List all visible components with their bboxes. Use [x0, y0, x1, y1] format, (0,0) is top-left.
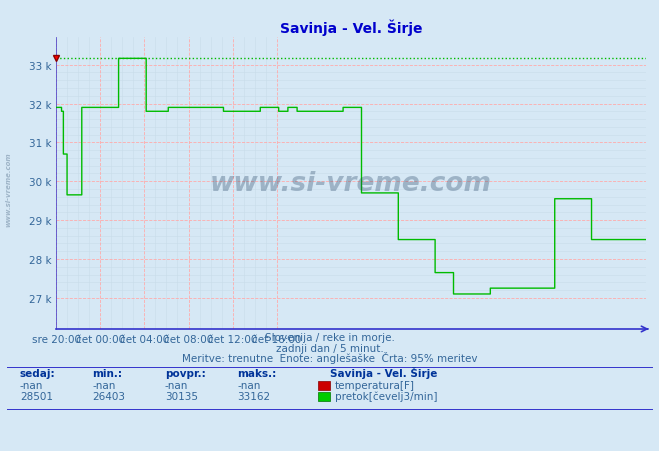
- Text: www.si-vreme.com: www.si-vreme.com: [5, 152, 11, 227]
- Text: sedaj:: sedaj:: [20, 368, 55, 378]
- Text: Meritve: trenutne  Enote: anglešaške  Črta: 95% meritev: Meritve: trenutne Enote: anglešaške Črta…: [182, 351, 477, 363]
- Title: Savinja - Vel. Širje: Savinja - Vel. Širje: [279, 19, 422, 36]
- Text: 26403: 26403: [92, 391, 125, 401]
- Text: povpr.:: povpr.:: [165, 368, 206, 378]
- Text: maks.:: maks.:: [237, 368, 277, 378]
- Text: zadnji dan / 5 minut.: zadnji dan / 5 minut.: [275, 343, 384, 353]
- Text: -nan: -nan: [20, 380, 43, 390]
- Text: www.si-vreme.com: www.si-vreme.com: [210, 171, 492, 197]
- Text: -nan: -nan: [237, 380, 260, 390]
- Text: 28501: 28501: [20, 391, 53, 401]
- Text: -nan: -nan: [165, 380, 188, 390]
- Text: Savinja - Vel. Širje: Savinja - Vel. Širje: [330, 367, 437, 378]
- Text: Slovenija / reke in morje.: Slovenija / reke in morje.: [264, 332, 395, 342]
- Text: 30135: 30135: [165, 391, 198, 401]
- Text: -nan: -nan: [92, 380, 115, 390]
- Text: pretok[čevelj3/min]: pretok[čevelj3/min]: [335, 391, 438, 401]
- Text: 33162: 33162: [237, 391, 270, 401]
- Text: min.:: min.:: [92, 368, 123, 378]
- Text: temperatura[F]: temperatura[F]: [335, 380, 415, 390]
